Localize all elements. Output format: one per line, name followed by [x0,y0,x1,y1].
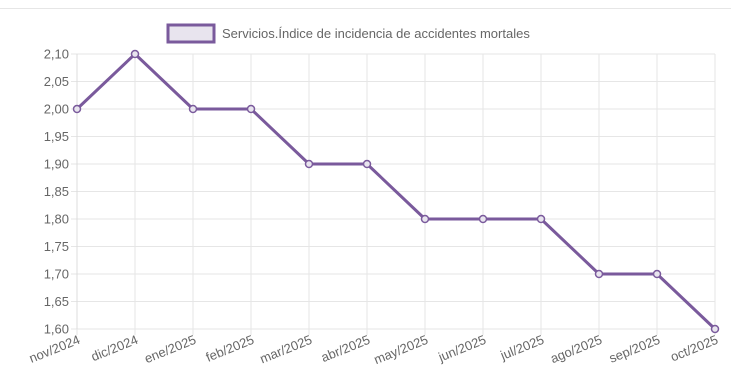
y-tick-label: 1,90 [44,157,69,172]
y-tick-label: 1,75 [44,239,69,254]
data-point[interactable] [130,49,140,59]
x-tick-label: jun/2025 [435,332,488,365]
y-tick-label: 2,00 [44,102,69,117]
y-axis: 2,10 2,05 2,00 1,95 1,90 1,85 1,80 1,75 1,70 1,65… [44,47,69,337]
y-tick-label: 2,10 [44,47,69,62]
x-tick-label: mar/2025 [258,332,315,366]
data-point[interactable] [72,104,82,114]
data-point[interactable] [246,104,256,114]
x-tick-label: jul/2025 [497,332,546,363]
data-point[interactable] [304,159,314,169]
data-point[interactable] [594,269,604,279]
x-tick-label: nov/2024 [27,332,82,366]
data-point[interactable] [362,159,372,169]
y-tick-label: 2,05 [44,74,69,89]
x-tick-label: may/2025 [372,332,431,367]
y-tick-label: 1,60 [44,322,69,337]
data-point[interactable] [478,214,488,224]
grid [71,53,716,335]
data-point[interactable] [188,104,198,114]
x-tick-label: abr/2025 [319,332,372,365]
x-tick-label: dic/2024 [89,332,140,364]
x-tick-label: oct/2025 [668,332,720,365]
y-tick-label: 1,65 [44,294,69,309]
data-point[interactable] [710,324,720,334]
y-tick-label: 1,80 [44,212,69,227]
y-tick-label: 1,70 [44,267,69,282]
data-point[interactable] [420,214,430,224]
series-line [75,52,717,331]
legend[interactable]: Servicios.Índice de incidencia de accide… [166,23,530,44]
data-point[interactable] [652,269,662,279]
x-tick-label: sep/2025 [607,332,662,366]
x-tick-label: ago/2025 [548,332,604,366]
legend-label: Servicios.Índice de incidencia de accide… [222,26,530,41]
y-tick-label: 1,85 [44,184,69,199]
data-point[interactable] [536,214,546,224]
legend-swatch [166,23,216,44]
x-tick-label: feb/2025 [204,332,257,365]
x-axis: nov/2024 dic/2024 ene/2025 feb/2025 mar/2025… [27,332,720,367]
series [72,49,720,334]
x-tick-label: ene/2025 [142,332,198,366]
y-tick-label: 1,95 [44,129,69,144]
